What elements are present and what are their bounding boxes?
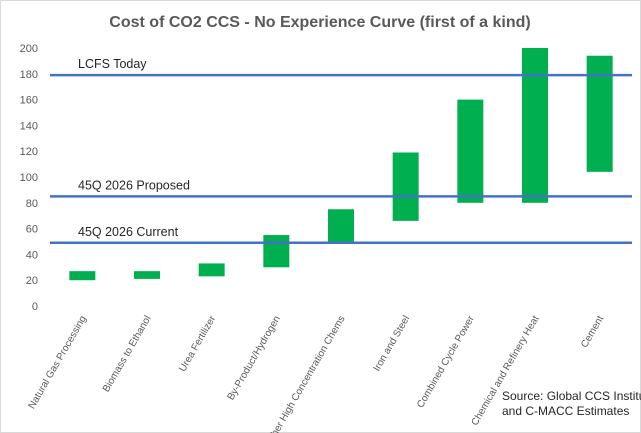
y-tick-label: 140 bbox=[20, 120, 38, 132]
source-note-line: Source: Global CCS Institute bbox=[502, 389, 641, 403]
bar-natural-gas-processing bbox=[69, 271, 96, 281]
y-tick-label: 80 bbox=[26, 198, 38, 210]
chart-title: Cost of CO2 CCS - No Experience Curve (f… bbox=[109, 14, 530, 31]
bar-chemical-and-refinery-heat bbox=[522, 48, 548, 203]
bar-cement bbox=[586, 55, 613, 172]
reference-lines: LCFS Today 45Q 2026 Proposed 45Q 2026 Curr… bbox=[50, 57, 632, 245]
y-tick-label: 20 bbox=[26, 275, 38, 287]
bar-by-product-hydrogen bbox=[263, 235, 290, 268]
reference-line-label: 45Q 2026 Proposed bbox=[78, 178, 190, 192]
x-category-label: Urea Fertilizer bbox=[177, 313, 218, 373]
source-note-line: and C-MACC Estimates bbox=[502, 404, 629, 418]
x-category-label: Biomass to Ethanol bbox=[101, 314, 154, 394]
y-tick-label: 60 bbox=[26, 224, 38, 236]
x-category-label: Other High Concentration Chems bbox=[264, 314, 347, 433]
y-tick-label: 160 bbox=[20, 95, 38, 107]
bar-biomass-to-ethanol bbox=[134, 271, 160, 279]
bar-combined-cycle-power bbox=[457, 99, 484, 203]
y-tick-label: 100 bbox=[20, 172, 38, 184]
x-category-label: Iron and Steel bbox=[372, 314, 413, 373]
y-tick-label: 200 bbox=[20, 43, 38, 55]
x-category-label: Cement bbox=[579, 314, 606, 350]
x-category-label: Natural Gas Processing bbox=[27, 314, 89, 411]
y-tick-label: 0 bbox=[32, 301, 38, 313]
reference-line-label: 45Q 2026 Current bbox=[78, 225, 179, 239]
y-tick-label: 120 bbox=[20, 146, 38, 158]
bar-urea-fertilizer bbox=[198, 263, 225, 277]
y-tick-label: 180 bbox=[20, 69, 38, 81]
bar-series bbox=[69, 48, 613, 281]
y-tick-label: 40 bbox=[26, 249, 38, 261]
y-axis-ticks: 0 20 40 60 80 100 120 140 160 180 200 bbox=[20, 43, 38, 313]
bar-other-high-concentration-chems bbox=[328, 209, 354, 243]
reference-line-label: LCFS Today bbox=[78, 57, 147, 71]
bar-iron-and-steel bbox=[392, 152, 419, 221]
x-category-label: Combined Cycle Power bbox=[415, 313, 477, 410]
x-category-label: By-Product/Hydrogen bbox=[226, 314, 283, 402]
